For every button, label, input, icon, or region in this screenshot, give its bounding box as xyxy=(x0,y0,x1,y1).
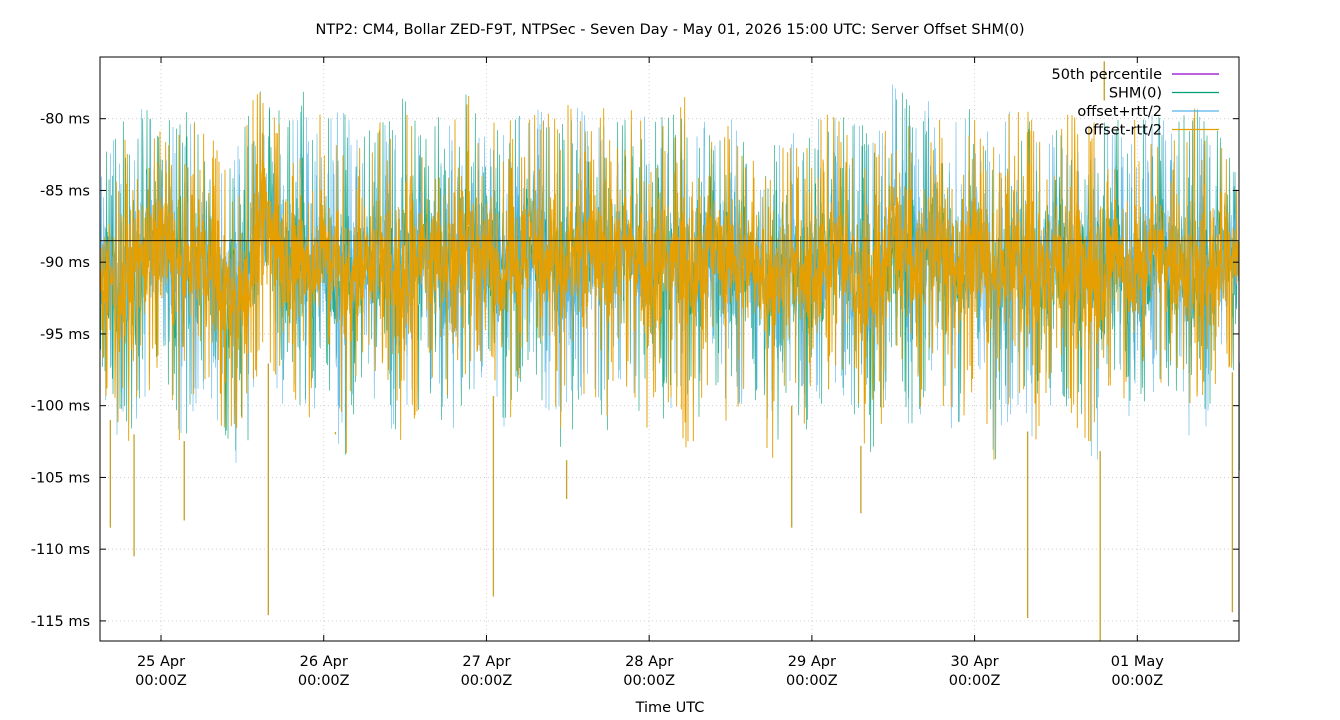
y-tick-label: -110 ms xyxy=(31,542,90,558)
x-tick-label-date: 30 Apr xyxy=(951,654,999,670)
x-axis-label: Time UTC xyxy=(635,700,705,716)
y-tick-label: -100 ms xyxy=(31,399,90,415)
x-tick-label-time: 00:00Z xyxy=(461,673,513,689)
legend-label: offset+rtt/2 xyxy=(1077,104,1162,120)
y-tick-label: -90 ms xyxy=(40,255,90,271)
x-tick-label-time: 00:00Z xyxy=(298,673,350,689)
y-axis: -80 ms -85 ms -90 ms -95 ms -100 ms -105 ms -1… xyxy=(31,112,1239,630)
x-axis: 25 Apr 00:00Z 26 Apr 00:00Z 27 Apr 00:00Z 28 A… xyxy=(135,57,1164,689)
x-tick-label-date: 01 May xyxy=(1111,654,1164,670)
plot-data xyxy=(99,61,1240,641)
x-tick-label-time: 00:00Z xyxy=(1111,673,1163,689)
x-tick-label-time: 00:00Z xyxy=(786,673,838,689)
legend-label: offset-rtt/2 xyxy=(1084,123,1162,139)
x-tick-label-time: 00:00Z xyxy=(949,673,1001,689)
x-tick-label-date: 29 Apr xyxy=(788,654,836,670)
x-tick-label-date: 27 Apr xyxy=(462,654,510,670)
x-tick-label-time: 00:00Z xyxy=(623,673,675,689)
legend: 50th percentile SHM(0) offset+rtt/2 offset-… xyxy=(1052,67,1219,139)
grid-lines xyxy=(100,57,1239,641)
legend-label: SHM(0) xyxy=(1109,86,1162,102)
legend-label: 50th percentile xyxy=(1052,67,1163,83)
plot-frame xyxy=(99,56,1240,642)
series-line-offset-rtt-2 xyxy=(99,92,1240,460)
y-tick-label: -115 ms xyxy=(31,614,90,630)
y-tick-label: -105 ms xyxy=(31,470,90,486)
y-tick-label: -95 ms xyxy=(40,327,90,343)
x-tick-label-date: 28 Apr xyxy=(625,654,673,670)
x-tick-label-date: 26 Apr xyxy=(300,654,348,670)
chart-title: NTP2: CM4, Bollar ZED-F9T, NTPSec - Seve… xyxy=(315,22,1024,38)
y-tick-label: -85 ms xyxy=(40,183,90,199)
x-tick-label-date: 25 Apr xyxy=(137,654,185,670)
x-tick-label-time: 00:00Z xyxy=(135,673,187,689)
y-tick-label: -80 ms xyxy=(40,112,90,128)
